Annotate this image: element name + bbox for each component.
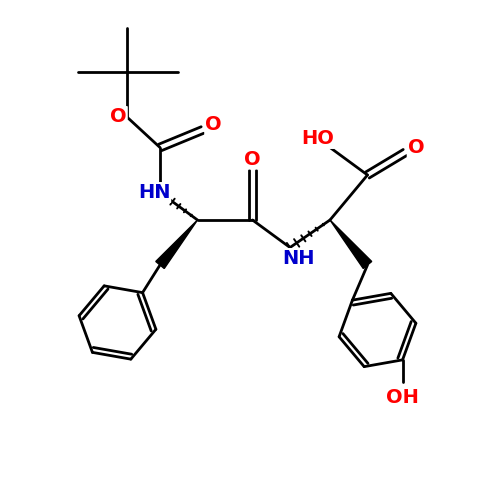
Text: NH: NH xyxy=(283,249,316,268)
Text: O: O xyxy=(408,138,424,157)
Text: O: O xyxy=(244,150,261,169)
Text: O: O xyxy=(205,116,222,134)
Polygon shape xyxy=(156,220,198,268)
Text: HO: HO xyxy=(301,129,334,148)
Text: O: O xyxy=(110,107,127,126)
Polygon shape xyxy=(330,220,372,268)
Text: HN: HN xyxy=(138,183,170,202)
Text: OH: OH xyxy=(386,388,419,407)
